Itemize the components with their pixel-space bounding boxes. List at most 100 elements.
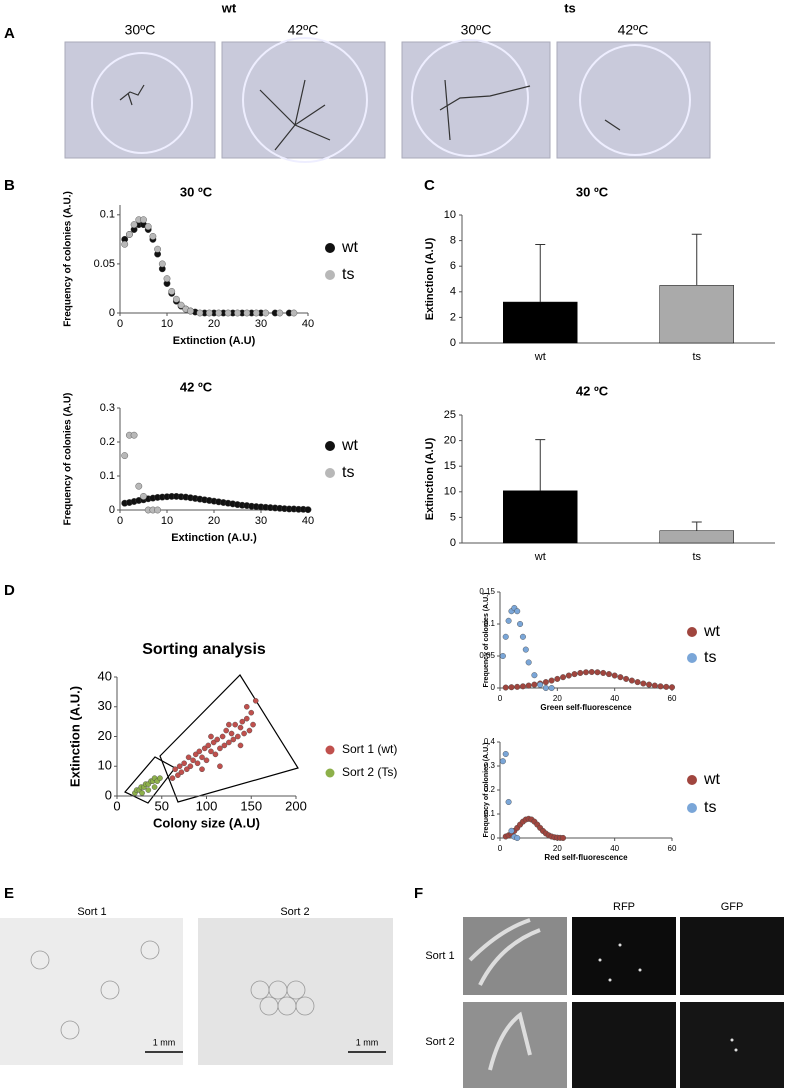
data-point [219, 733, 226, 740]
y-tick-label: 6 [450, 260, 456, 272]
row-label: Sort 2 [425, 1036, 454, 1048]
x-tick-label: 0 [113, 798, 120, 813]
data-point [560, 834, 567, 841]
data-point [554, 675, 561, 682]
y-tick-label: 0 [109, 307, 115, 319]
legend-marker [325, 468, 335, 478]
data-point [185, 754, 192, 761]
data-point [634, 679, 641, 686]
axis [119, 408, 308, 511]
rfp-image [572, 1002, 676, 1088]
legend-marker [325, 270, 335, 280]
x-tick-label: 150 [240, 798, 262, 813]
data-point [600, 669, 607, 676]
y-tick-label: 2 [450, 311, 456, 323]
gate [159, 674, 299, 803]
hypha [488, 1011, 532, 1071]
data-point [583, 669, 590, 676]
data-point [508, 684, 515, 691]
data-point [145, 787, 152, 793]
axis [499, 742, 672, 839]
droplet [91, 52, 193, 154]
data-point [169, 775, 176, 781]
image-label: 42ºC [618, 22, 649, 38]
data-point [594, 669, 601, 676]
data-point [525, 659, 532, 666]
error-bar [691, 521, 702, 531]
y-tick-label: 0.1 [100, 209, 115, 221]
data-point [187, 307, 194, 315]
data-point [548, 685, 555, 692]
y-tick-label: 4 [450, 286, 456, 298]
micrograph [64, 41, 216, 159]
x-tick-label: 0 [498, 694, 503, 703]
data-point [499, 758, 506, 765]
y-tick-label: 0.4 [484, 737, 496, 746]
data-point [226, 739, 232, 746]
y-tick-label: 25 [444, 409, 456, 421]
y-axis-label: Frequency of colonies (A.U.) [63, 191, 74, 327]
row-label: Sort 1 [425, 950, 454, 962]
x-tick-label: 30 [255, 318, 267, 330]
data-point [210, 739, 217, 746]
y-tick-label: 0.05 [94, 258, 115, 270]
filaments [119, 79, 621, 151]
chart-title: 30 ºC [576, 184, 609, 199]
droplets [30, 940, 315, 1040]
data-point [239, 718, 246, 725]
legend-label: Sort 2 (Ts) [342, 765, 397, 779]
spot [730, 1038, 734, 1042]
legend-label: ts [704, 649, 716, 666]
column-label: RFP [613, 901, 635, 913]
legend-marker [687, 653, 697, 663]
data-point [205, 309, 213, 317]
data-point [214, 736, 221, 743]
data-point [149, 233, 157, 240]
y-tick-label: 20 [444, 435, 456, 447]
data-point [228, 730, 235, 737]
x-tick-label: 100 [196, 798, 218, 813]
data-point [522, 646, 529, 653]
droplet [579, 44, 691, 156]
droplet [60, 1020, 80, 1040]
data-point [243, 309, 251, 317]
data-point [176, 763, 183, 770]
data-point [177, 301, 185, 309]
group-title: ts [564, 0, 576, 15]
data-point [121, 452, 129, 459]
data-point [194, 760, 201, 767]
droplet [140, 940, 160, 960]
data-point [519, 633, 526, 640]
data-point [657, 683, 664, 690]
micrograph [198, 918, 393, 1065]
y-tick-label: 10 [444, 209, 456, 221]
y-axis-label: Extinction (A.U) [424, 237, 436, 320]
data-point [304, 506, 312, 514]
x-tick-label: 50 [155, 798, 169, 813]
legend-label: ts [342, 266, 354, 283]
micrograph [0, 918, 183, 1065]
x-axis-label: Green self-fluorescence [540, 703, 632, 712]
y-axis-label: Extinction (A.U.) [67, 686, 82, 787]
data-point [196, 309, 204, 317]
x-tick-label: wt [534, 351, 546, 363]
filament [119, 84, 145, 106]
panel-label: A [4, 25, 15, 42]
panel-label: E [4, 885, 14, 902]
y-tick-label: 0.1 [484, 809, 496, 818]
panel-label: B [4, 177, 15, 194]
x-tick-label: ts [692, 351, 701, 363]
y-tick-label: 20 [98, 728, 112, 743]
data-point [519, 683, 526, 690]
data-point [640, 680, 647, 687]
chart-title: 30 ºC [180, 184, 213, 199]
error-bar [535, 243, 546, 303]
data-point [140, 216, 147, 224]
x-tick-label: 200 [285, 798, 307, 813]
data-point [646, 681, 653, 688]
data-point [199, 754, 205, 761]
y-axis-label: Extinction (A.U) [424, 437, 436, 520]
data-point [290, 309, 298, 317]
data-point [537, 681, 544, 688]
